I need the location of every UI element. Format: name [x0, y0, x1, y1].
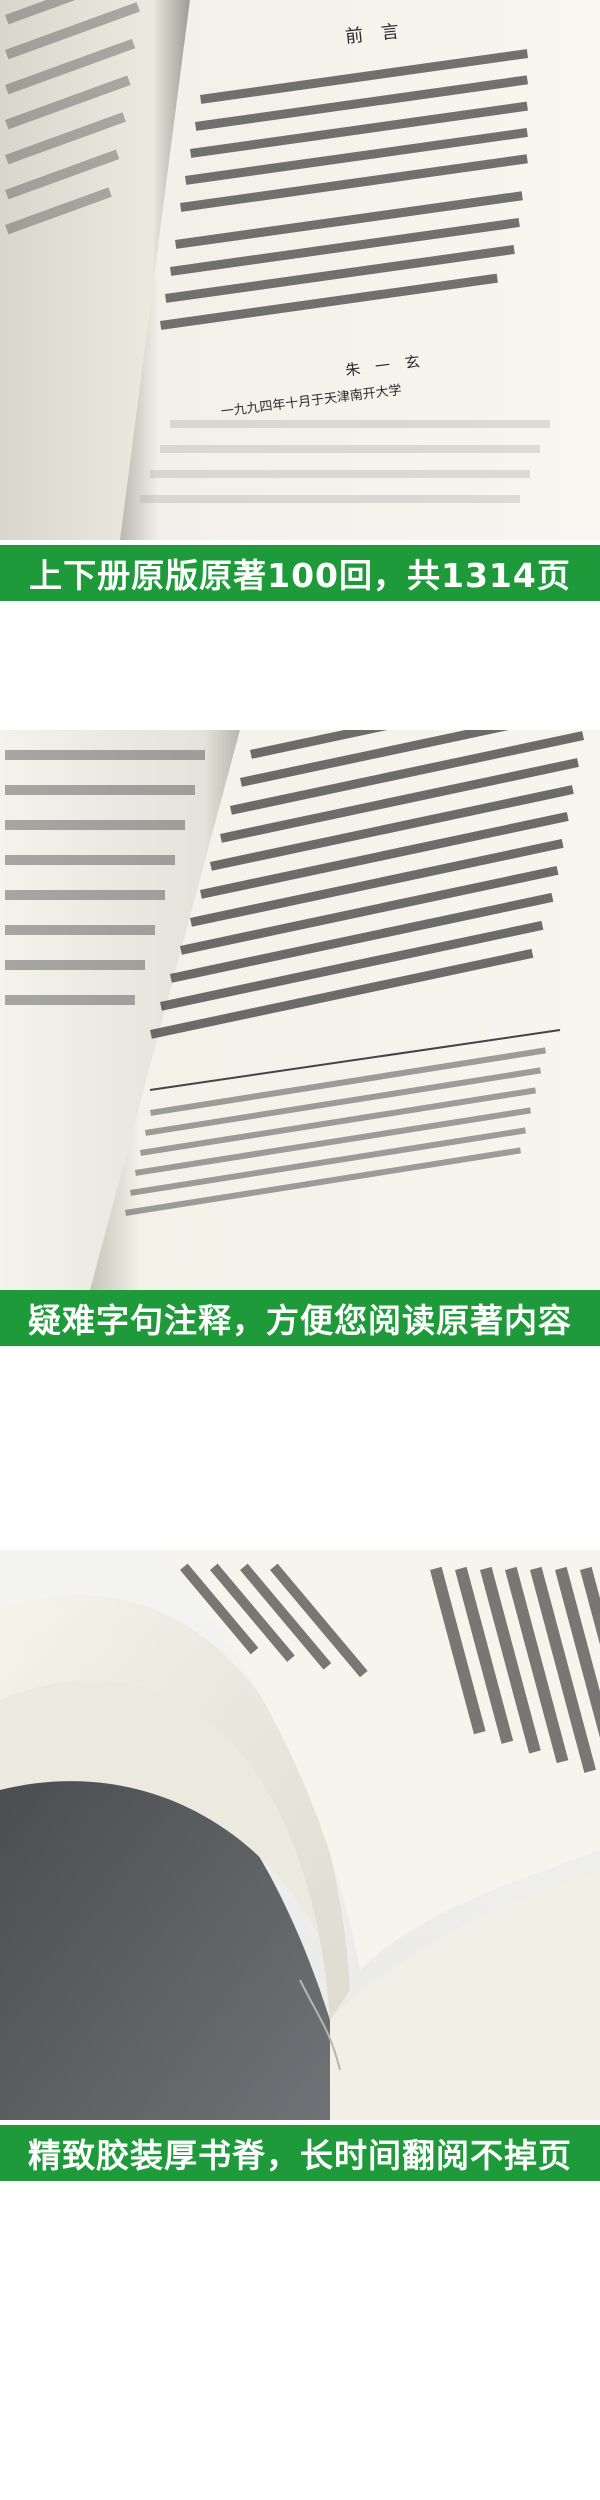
photo-preface-page: 前 言 朱 一 玄 一九九四年十月于天津南开大学: [0, 0, 600, 540]
banner-original-edition: 上下册原版原著100回，共1314页: [0, 545, 600, 601]
right-page-text-lines: [160, 49, 529, 330]
annotation-page-text-lines: [149, 730, 585, 1039]
photo-book-spine: [0, 1550, 600, 2120]
section-preface: 前 言 朱 一 玄 一九九四年十月于天津南开大学 上下册原版原著100回，共13…: [0, 0, 600, 601]
section-annotations: 疑难字句注释，方便您阅读原著内容: [0, 700, 600, 1346]
spine-page-text-lines: [180, 1563, 600, 1793]
blank-footer-space: [0, 2200, 600, 2500]
open-book-preface-image: [0, 0, 600, 540]
left-page-text-lines: [4, 0, 150, 235]
photo-annotation-page: [0, 730, 600, 1290]
banner-annotations: 疑难字句注释，方便您阅读原著内容: [0, 1290, 600, 1346]
footnote-lines: [124, 1047, 547, 1216]
banner-binding: 精致胶装厚书脊，长时间翻阅不掉页: [0, 2125, 600, 2181]
open-book-spine-image: [0, 1550, 600, 2120]
open-book-annotation-image: [0, 730, 600, 1290]
section-binding: 精致胶装厚书脊，长时间翻阅不掉页: [0, 1530, 600, 2181]
